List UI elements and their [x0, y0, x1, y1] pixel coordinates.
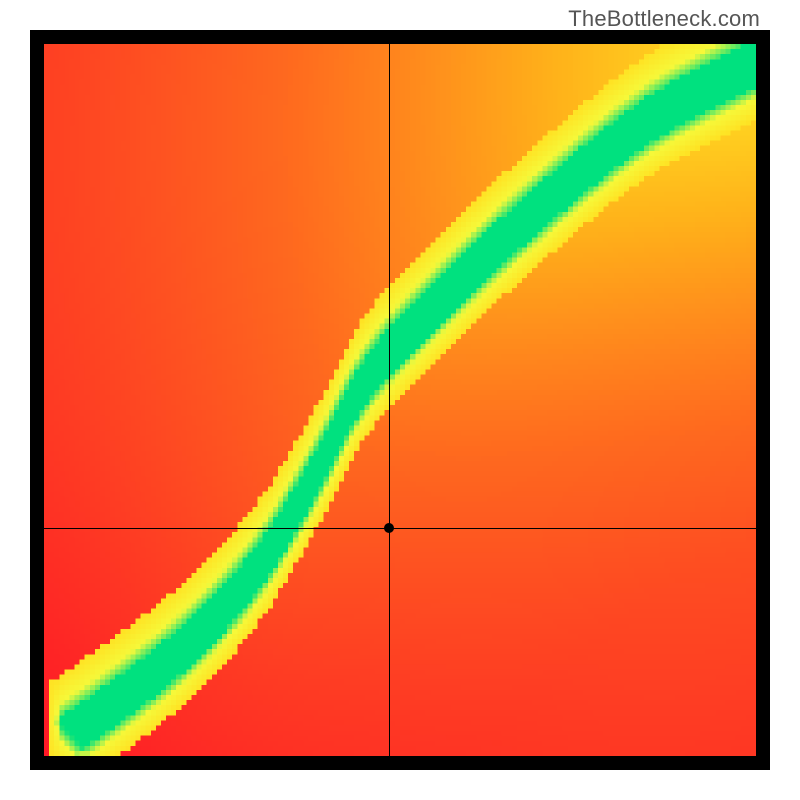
watermark-text: TheBottleneck.com	[568, 6, 760, 32]
bottleneck-heatmap	[44, 44, 756, 756]
figure-root: TheBottleneck.com	[0, 0, 800, 800]
